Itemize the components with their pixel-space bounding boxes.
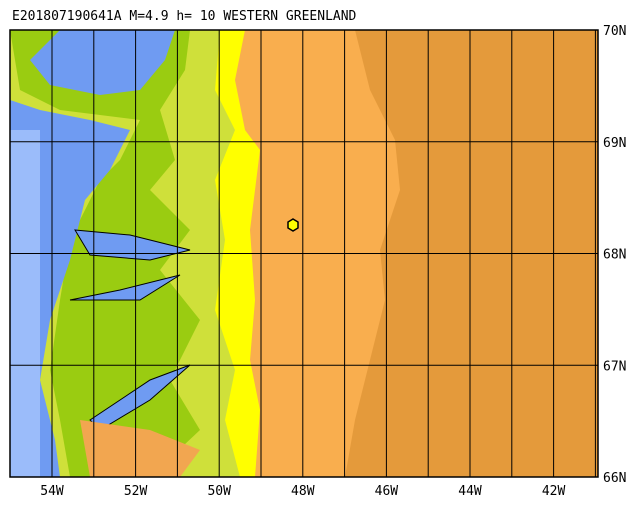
longitude-label: 46W <box>375 484 399 499</box>
latitude-label: 70N <box>603 24 626 39</box>
longitude-label: 48W <box>291 484 315 499</box>
longitude-label: 54W <box>40 484 64 499</box>
axis-labels: 70N 69N 68N 67N 66N 54W 52W 50W 48W 46W 44W 42W <box>40 24 626 499</box>
latitude-label: 67N <box>603 359 626 374</box>
inland-highland <box>80 420 200 477</box>
fjord-water <box>30 30 175 95</box>
map-title: E201807190641A M=4.9 h= 10 WESTERN GREEN… <box>12 9 357 24</box>
latitude-label: 68N <box>603 248 626 263</box>
map-frame <box>9 29 599 478</box>
inland-fjords <box>69 229 191 431</box>
longitude-label: 50W <box>207 484 231 499</box>
map-area <box>9 29 599 478</box>
deep-bay-water <box>10 130 40 477</box>
grid <box>10 30 598 477</box>
epicenter-marker <box>287 218 299 232</box>
latitude-label: 69N <box>603 136 626 151</box>
longitude-label: 44W <box>458 484 482 499</box>
longitude-label: 52W <box>124 484 148 499</box>
longitude-label: 42W <box>542 484 566 499</box>
latitude-label: 66N <box>603 471 626 486</box>
